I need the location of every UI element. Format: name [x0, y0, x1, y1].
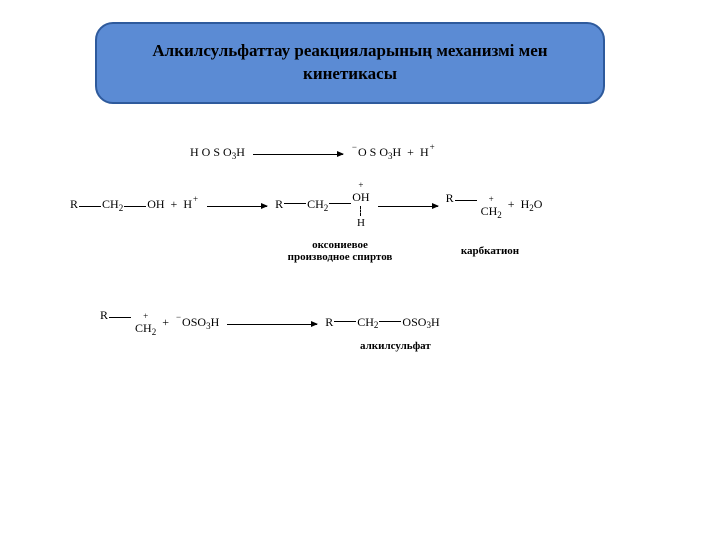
reaction-step-3: R + CH2 + −OSO3H RCH2OSO3H	[100, 308, 650, 336]
oxonium-oh-stack: + OH H	[352, 180, 369, 229]
product-cation-h: H+	[420, 145, 436, 160]
reactant-carbocation: R + CH2	[100, 308, 156, 336]
product-anion: −OSO3H	[351, 145, 401, 160]
arrow-icon	[207, 206, 267, 207]
carbocation: R + CH2	[446, 191, 502, 219]
label-oxonium: оксониевое производное спиртов	[265, 239, 415, 263]
h-plus: H+	[183, 197, 199, 212]
reactant-hoso3h: HOSO3H	[190, 145, 245, 160]
plus-sign: +	[162, 315, 169, 330]
reactant-anion: −OSO3H	[175, 315, 219, 330]
reaction-step-1: HOSO3H −OSO3H + H+	[190, 145, 650, 160]
oxonium-intermediate: RCH2 + OH H	[275, 180, 370, 229]
water: H2O	[521, 197, 543, 212]
label-alkylsulfate: алкилсульфат	[360, 340, 431, 352]
reaction-step-2: RCH2OH + H+ RCH2 + OH H R + CH2 + H2O	[70, 180, 650, 229]
plus-sign: +	[508, 197, 515, 212]
reaction-scheme: HOSO3H −OSO3H + H+ RCH2OH + H+ RCH2 + OH…	[70, 145, 650, 358]
arrow-icon	[253, 154, 343, 155]
reactant-alcohol: RCH2OH	[70, 197, 165, 212]
product-alkylsulfate: RCH2OSO3H	[325, 315, 439, 330]
step-3-label: алкилсульфат	[360, 340, 650, 352]
title-box: Алкилсульфаттау реакцияларының механизмі…	[95, 22, 605, 104]
label-carbocation: карбкатион	[435, 245, 545, 257]
plus-sign: +	[171, 197, 178, 212]
plus-sign: +	[407, 145, 414, 160]
page-title: Алкилсульфаттау реакцияларының механизмі…	[127, 40, 573, 86]
step-2-labels: оксониевое производное спиртов карбкатио…	[265, 239, 650, 263]
arrow-icon	[227, 324, 317, 325]
arrow-icon	[378, 206, 438, 207]
